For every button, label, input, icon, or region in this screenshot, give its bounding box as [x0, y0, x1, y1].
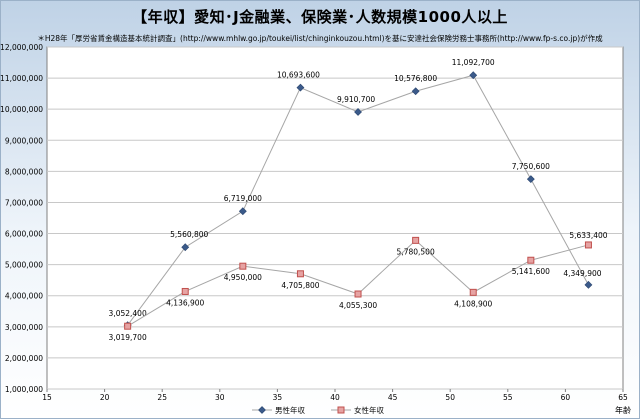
- data-label: 4,055,300: [339, 301, 377, 310]
- data-point: [526, 175, 535, 184]
- series-female: 3,019,700 4,136,900 4,950,000 4,705,800 4,05…: [109, 231, 608, 342]
- legend: 男性年収 女性年収: [252, 405, 384, 415]
- data-label: 5,780,500: [397, 247, 435, 256]
- data-label: 4,349,900: [563, 269, 601, 278]
- y-tick-label: 10,000,000: [0, 105, 43, 114]
- x-tick-label: 55: [503, 393, 513, 402]
- data-point: [411, 87, 420, 96]
- plot-area: [46, 46, 624, 390]
- data-point: [469, 288, 477, 296]
- x-tick-label: 30: [215, 393, 225, 402]
- y-tick-label: 5,000,000: [5, 261, 43, 270]
- data-point: [527, 256, 535, 264]
- x-tick-label: 45: [388, 393, 398, 402]
- x-tick-label: 50: [445, 393, 455, 402]
- y-tick-label: 4,000,000: [5, 292, 43, 301]
- legend-marker: [258, 406, 266, 414]
- data-label: 4,108,900: [454, 299, 492, 308]
- data-label: 5,633,400: [569, 231, 607, 240]
- data-point: [469, 71, 478, 80]
- data-point: [354, 290, 362, 298]
- data-point: [412, 236, 420, 244]
- data-label: 10,576,800: [394, 74, 437, 83]
- data-point: [354, 108, 362, 116]
- data-label: 10,693,600: [277, 71, 320, 80]
- data-label: 9,910,700: [337, 95, 375, 104]
- data-point: [584, 241, 592, 249]
- data-point: [584, 280, 593, 289]
- x-tick-label: 40: [330, 393, 340, 402]
- y-tick-label: 11,000,000: [0, 74, 43, 83]
- data-label: 4,950,000: [224, 273, 262, 282]
- x-tick-label: 25: [157, 393, 167, 402]
- y-tick-label: 3,000,000: [5, 323, 43, 332]
- data-label: 5,560,800: [170, 230, 208, 239]
- chart-subtitle: ＊H28年「厚労省賃金構造基本統計調査」(http://www.mhlw.go.…: [37, 34, 603, 43]
- chart-title: 【年収】愛知･J金融業、保険業･人数規模1000人以上: [132, 8, 508, 26]
- x-axis-label: 年齢: [615, 405, 631, 415]
- data-point: [181, 287, 189, 295]
- data-point: [238, 207, 247, 216]
- y-tick-label: 6,000,000: [5, 230, 43, 239]
- data-label: 4,136,900: [166, 298, 204, 307]
- y-tick-label: 12,000,000: [0, 43, 43, 52]
- data-point: [181, 243, 190, 252]
- series-male: 3,052,400 5,560,800 6,719,000 10,693,600 9,9…: [109, 58, 602, 330]
- data-point: [296, 83, 305, 92]
- legend-label: 男性年収: [275, 405, 305, 415]
- data-point: [239, 262, 247, 270]
- y-tick-label: 9,000,000: [5, 136, 43, 145]
- data-point: [296, 270, 304, 278]
- legend-marker: [337, 406, 345, 414]
- x-tick-label: 60: [561, 393, 571, 402]
- data-label: 3,019,700: [109, 333, 147, 342]
- legend-label: 女性年収: [354, 405, 384, 415]
- x-tick-label: 35: [273, 393, 283, 402]
- data-point: [124, 322, 132, 330]
- y-tick-label: 7,000,000: [5, 198, 43, 207]
- data-label: 3,052,400: [109, 309, 147, 318]
- x-tick-label: 15: [42, 393, 52, 402]
- data-label: 5,141,600: [512, 267, 550, 276]
- x-tick-label: 20: [100, 393, 110, 402]
- data-label: 7,750,600: [512, 162, 550, 171]
- y-tick-label: 1,000,000: [5, 385, 43, 394]
- x-tick-label: 65: [618, 393, 628, 402]
- y-tick-label: 2,000,000: [5, 354, 43, 363]
- data-label: 4,705,800: [281, 281, 319, 290]
- data-label: 11,092,700: [452, 58, 495, 67]
- data-label: 6,719,000: [224, 194, 262, 203]
- y-tick-label: 8,000,000: [5, 167, 43, 176]
